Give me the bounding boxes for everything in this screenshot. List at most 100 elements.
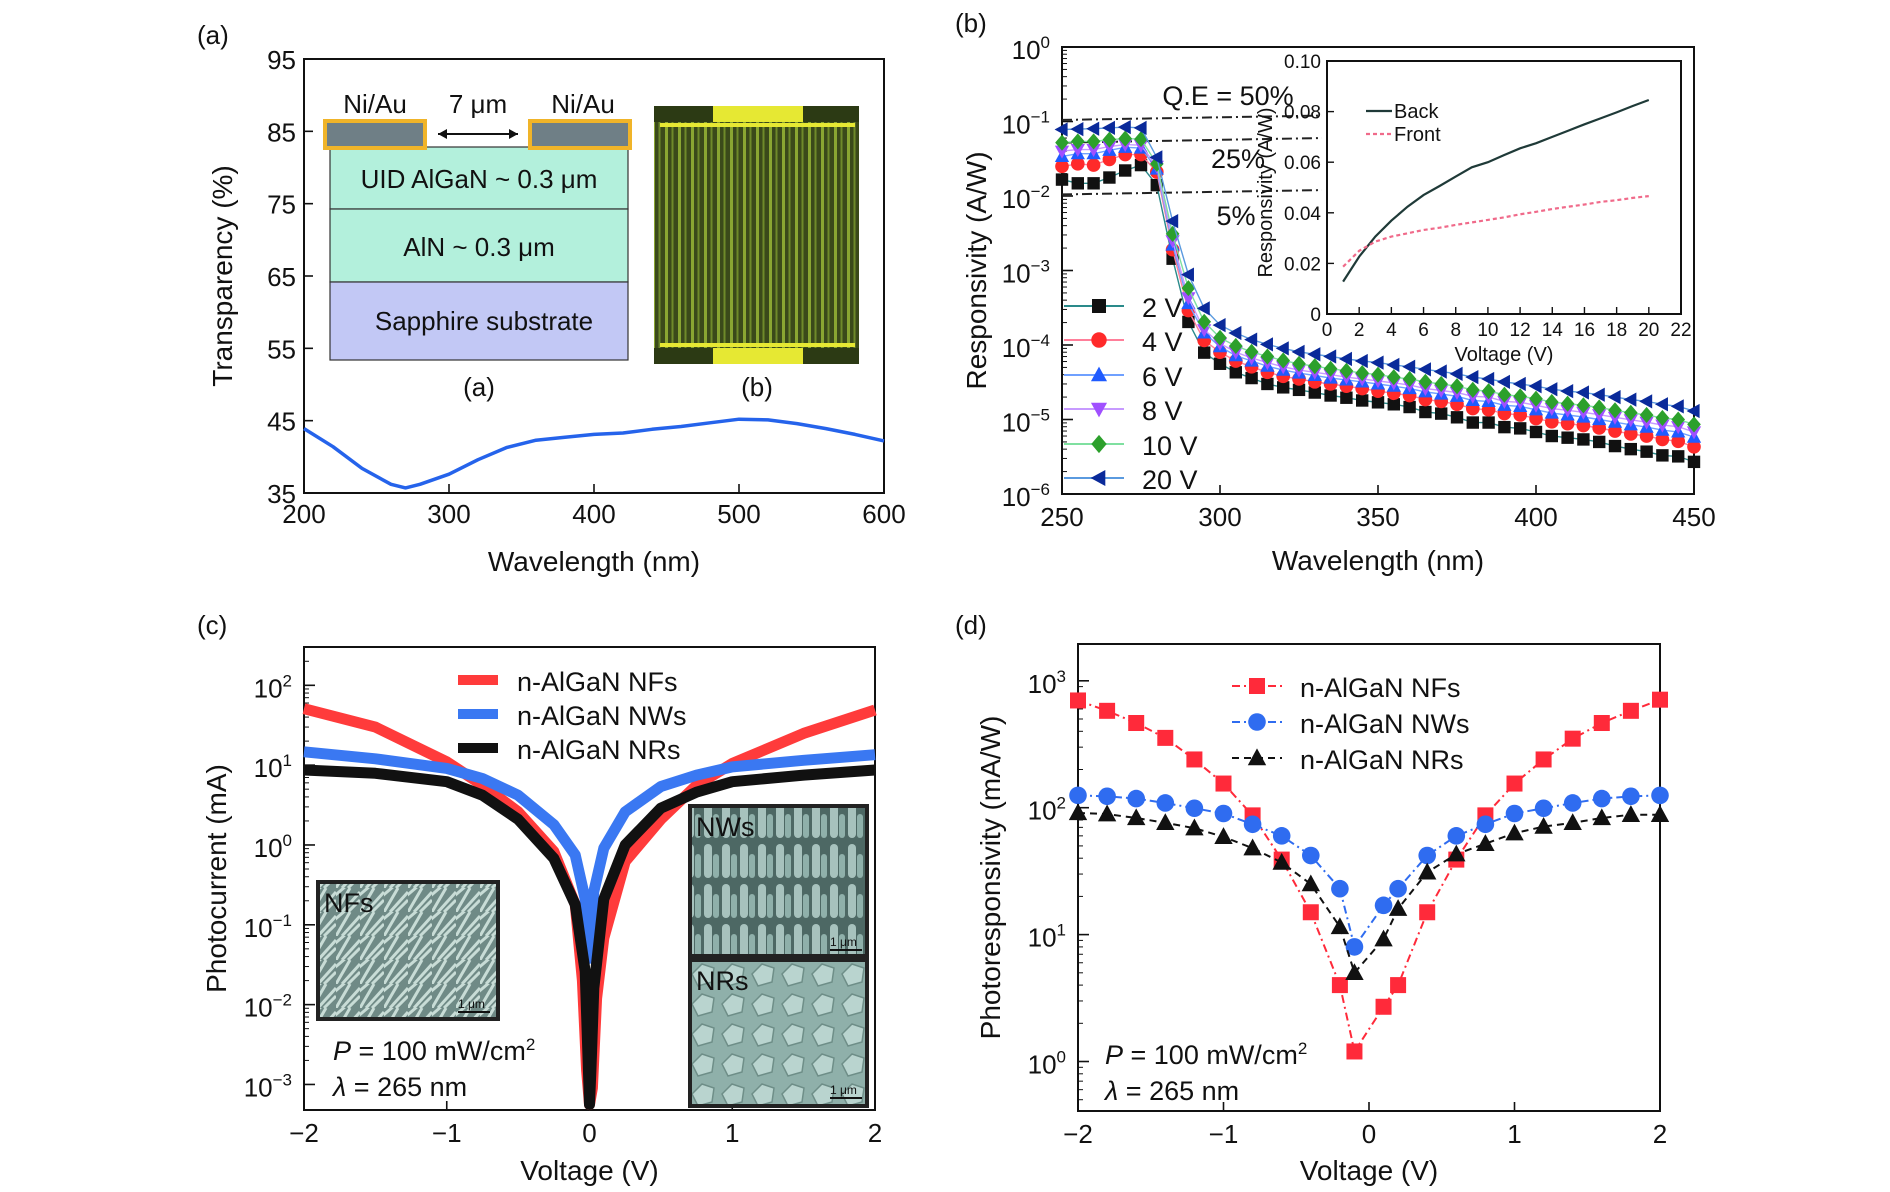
data-point <box>1070 133 1085 150</box>
data-point <box>1118 130 1133 147</box>
data-point <box>1687 439 1701 454</box>
x-axis-title: Voltage (V) <box>1300 1155 1439 1186</box>
panel-b-inset-chart: 0 2 4 6 8 10 12 14 16 18 20 2200.020.040.060.080.10… <box>1255 52 1692 366</box>
sem-scale-nrs: 1 μm <box>830 1083 857 1097</box>
wavelength-annotation: λ = 265 nm <box>331 1072 467 1102</box>
panel-d-photoresponsivity-chart: −2 −1 0 1 2 103 102 101 100 Voltage (V) Photorespo… <box>975 643 1670 1186</box>
top-bus-bar <box>660 123 855 127</box>
panel-b-responsivity-chart: 250 300 350 400 45010010−110−210−310−410−510… <box>961 33 1716 576</box>
x-tick-label: 0 <box>1362 1119 1376 1149</box>
panel-d-axes: −2 −1 0 1 2 103 102 101 100 Voltage (V) Photorespo… <box>975 643 1667 1186</box>
data-point <box>1560 384 1574 399</box>
data-point <box>1639 416 1654 430</box>
legend-marker <box>1090 402 1108 418</box>
data-point <box>1070 121 1084 137</box>
series-line <box>1077 811 1660 975</box>
data-point <box>1245 371 1258 385</box>
sem-insets: NFs 1 μm NWs 1 μm NRs 1 μm <box>316 804 869 1108</box>
data-point <box>1323 360 1338 377</box>
data-point <box>1117 120 1131 135</box>
data-point <box>1577 433 1590 446</box>
data-point <box>1671 434 1686 449</box>
data-point <box>1563 794 1582 812</box>
data-point <box>1639 406 1654 424</box>
data-point <box>1307 358 1322 375</box>
panel-a-transparency-chart: 200 300 400 500 600 35 45 55 65 75 85 95 Wavelength … <box>207 45 906 577</box>
data-point <box>1593 715 1610 732</box>
panel-a-series <box>303 417 885 490</box>
data-point <box>1054 122 1068 137</box>
data-point <box>1534 799 1553 818</box>
data-point <box>1534 816 1553 834</box>
data-point <box>1639 394 1653 409</box>
y-tick-label: 10−6 <box>1002 480 1050 512</box>
x-tick-label: 300 <box>1198 502 1241 532</box>
data-point <box>1434 375 1449 393</box>
y-tick-label: 55 <box>267 334 296 364</box>
y-tick-label: 103 <box>1028 667 1066 699</box>
data-point <box>1157 729 1174 746</box>
data-point <box>1545 429 1558 443</box>
data-point <box>1165 225 1180 242</box>
data-point <box>1228 325 1242 341</box>
data-point <box>1103 171 1116 184</box>
data-point <box>1229 366 1242 379</box>
y-tick-label: 10−5 <box>1002 406 1050 438</box>
x-tick-label: −1 <box>432 1118 462 1148</box>
data-point <box>1302 846 1320 865</box>
legend-label: 8 V <box>1142 396 1183 426</box>
data-point <box>1591 387 1605 402</box>
bottom-bus-bar <box>660 343 855 347</box>
data-point <box>1403 400 1416 414</box>
x-tick-label: 300 <box>427 499 470 529</box>
series-nws <box>1069 786 1669 956</box>
data-point <box>1214 804 1233 823</box>
legend-marker <box>1248 713 1266 731</box>
sem-scale-nws: 1 μm <box>830 935 857 949</box>
data-point <box>1292 383 1306 397</box>
panel-label-d: (d) <box>955 610 987 640</box>
legend-label: n-AlGaN NRs <box>1300 745 1464 775</box>
wavelength-annotation: λ = 265 nm <box>1103 1076 1239 1106</box>
panel-label-a: (a) <box>197 20 229 50</box>
data-point <box>1655 419 1670 433</box>
data-point <box>1345 938 1364 956</box>
data-point <box>1656 449 1669 462</box>
legend-marker <box>1090 366 1108 382</box>
data-point <box>1672 450 1685 463</box>
data-point <box>1621 805 1641 822</box>
data-point <box>1086 133 1101 150</box>
data-point <box>1214 827 1233 844</box>
inset-curve-back <box>1342 98 1650 283</box>
data-point <box>1544 393 1559 411</box>
data-point <box>1324 389 1337 402</box>
data-point <box>1671 421 1686 435</box>
y-tick-label: 85 <box>267 117 296 147</box>
inset-x-tick-label: 6 <box>1418 320 1429 341</box>
y-tick-label: 95 <box>267 45 296 75</box>
data-point <box>1497 386 1512 403</box>
data-point <box>1272 852 1291 870</box>
inset-legend-label: Front <box>1394 124 1441 146</box>
data-point <box>1128 715 1145 732</box>
data-point <box>1418 373 1433 390</box>
data-point <box>1339 362 1354 379</box>
data-point <box>1276 352 1291 369</box>
data-point <box>1528 379 1542 394</box>
x-tick-label: 0 <box>582 1118 596 1148</box>
data-point <box>1375 998 1392 1015</box>
data-point <box>1213 357 1227 370</box>
contact-right-label: Ni/Au <box>551 89 615 119</box>
data-point <box>1330 917 1350 935</box>
sem-label-nfs: NFs <box>324 888 374 918</box>
data-point <box>1608 402 1622 419</box>
data-point <box>1070 143 1085 158</box>
data-point <box>1592 808 1611 826</box>
sem-inset-nws: NWs 1 μm <box>688 804 869 958</box>
data-point <box>1564 730 1581 747</box>
legend-marker <box>1092 299 1106 313</box>
data-point <box>1623 427 1638 441</box>
sem-label-nws: NWs <box>696 812 754 842</box>
legend-label: n-AlGaN NWs <box>517 701 687 731</box>
legend-label: n-AlGaN NFs <box>517 667 678 697</box>
